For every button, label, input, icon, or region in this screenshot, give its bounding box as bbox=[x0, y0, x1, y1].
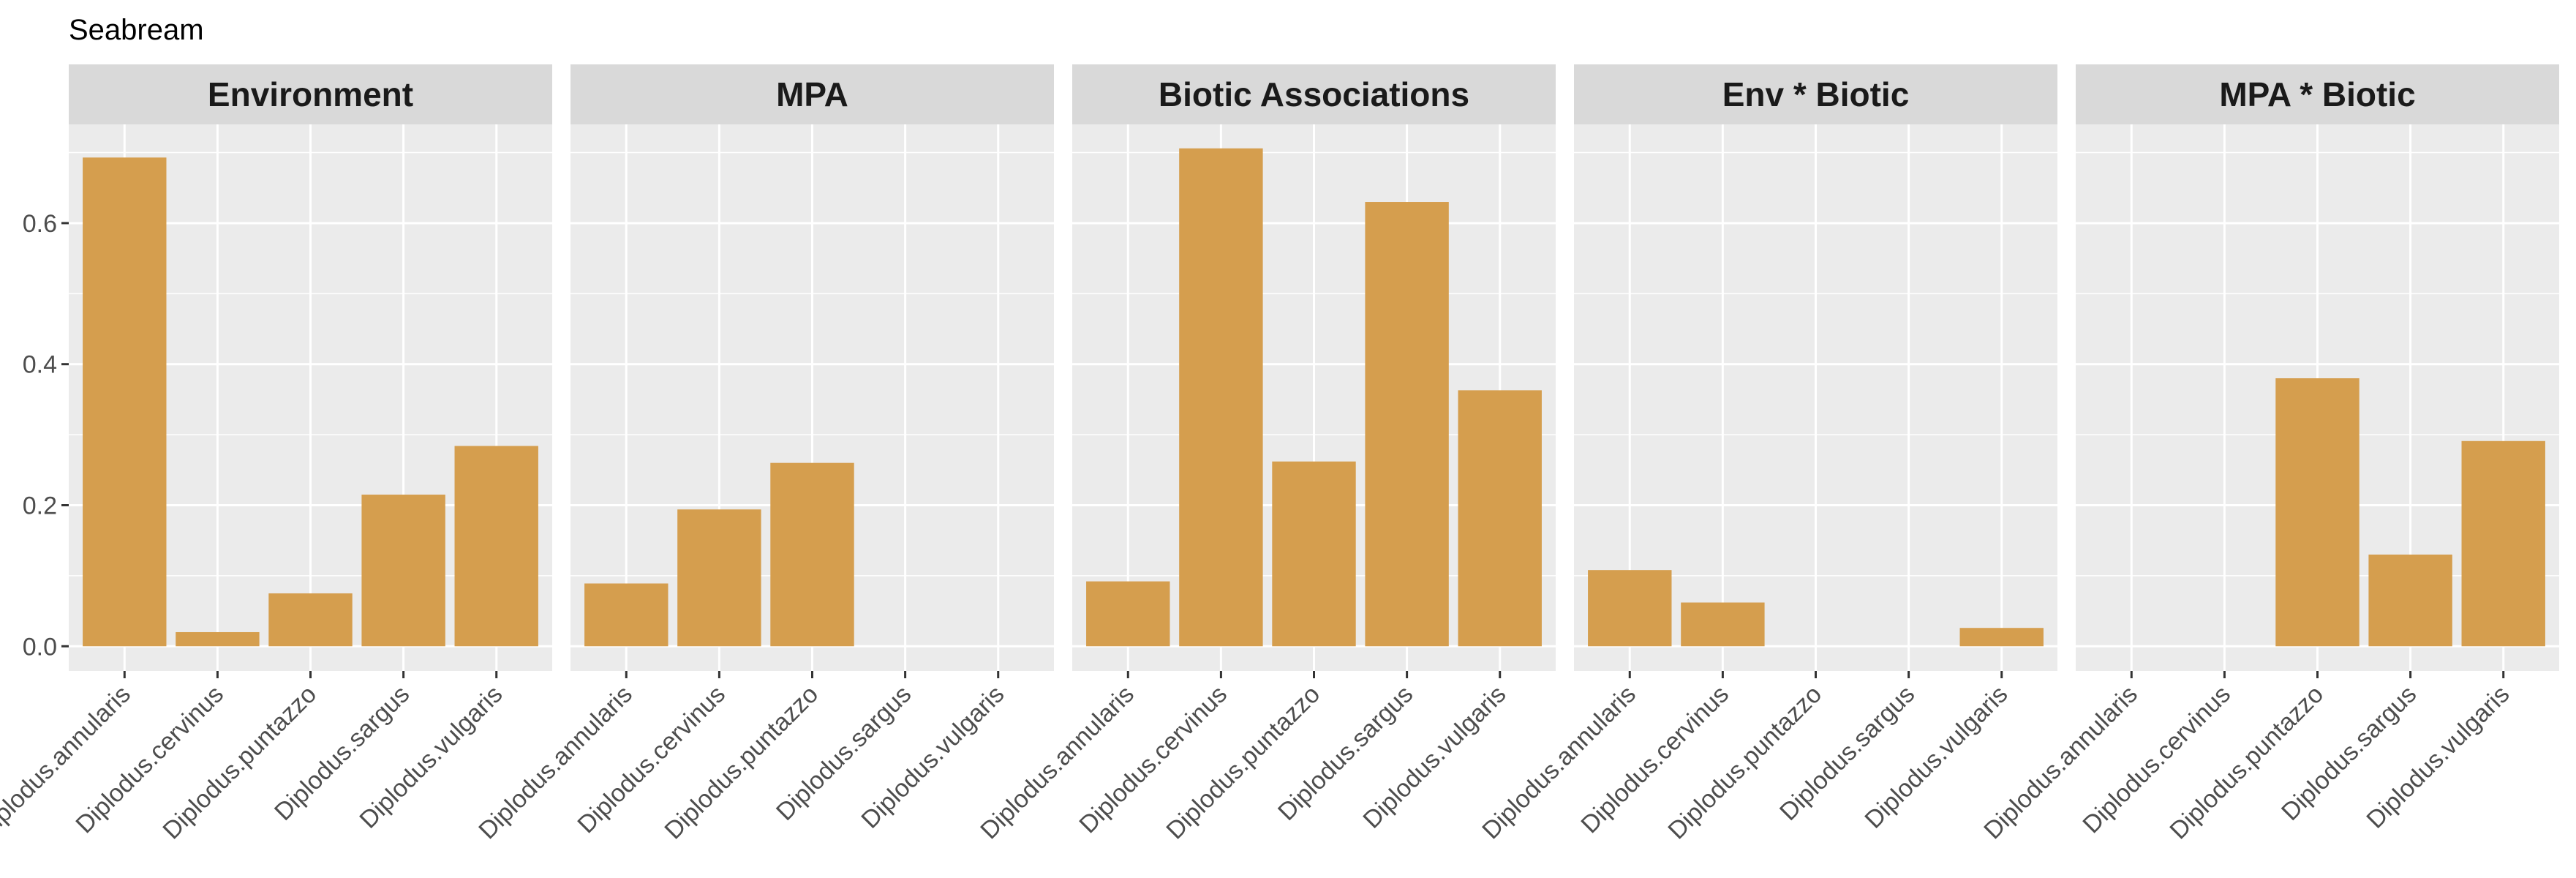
facets: EnvironmentDiplodus.annularisDiplodus.ce… bbox=[0, 64, 2559, 844]
facet-panel: MPA * BioticDiplodus.annularisDiplodus.c… bbox=[1978, 64, 2559, 844]
facet-strip bbox=[570, 64, 1054, 124]
bar bbox=[1272, 461, 1356, 647]
bar bbox=[1086, 581, 1170, 647]
bar bbox=[1681, 602, 1765, 647]
bar bbox=[268, 593, 353, 647]
bar bbox=[584, 583, 669, 647]
facet-strip bbox=[1072, 64, 1556, 124]
facet-label: Environment bbox=[208, 75, 413, 113]
facet-panel: Env * BioticDiplodus.annularisDiplodus.c… bbox=[1477, 64, 2057, 844]
bar bbox=[361, 495, 445, 647]
facet-panel: Biotic AssociationsDiplodus.annularisDip… bbox=[975, 64, 1556, 844]
facet-strip bbox=[2076, 64, 2559, 124]
facet-strip bbox=[1574, 64, 2057, 124]
y-tick-label: 0.4 bbox=[23, 351, 57, 379]
bar bbox=[1588, 570, 1672, 647]
bar bbox=[677, 509, 761, 647]
facet-label: Env * Biotic bbox=[1722, 75, 1910, 113]
bar bbox=[2275, 378, 2360, 647]
bar bbox=[2461, 440, 2545, 647]
bar bbox=[1458, 390, 1542, 647]
x-tick-label: Diplodus.puntazzo bbox=[1161, 680, 1325, 845]
facet-label: MPA * Biotic bbox=[2219, 75, 2415, 113]
y-axis: 0.0 0.2 0.4 0.6 bbox=[23, 210, 69, 661]
y-tick-label: 0.0 bbox=[23, 633, 57, 661]
bar bbox=[454, 446, 538, 647]
chart-title: Seabream bbox=[69, 14, 204, 46]
bar bbox=[176, 631, 260, 647]
x-tick-label: Diplodus.puntazzo bbox=[659, 680, 824, 845]
facet-panel: MPADiplodus.annularisDiplodus.cervinusDi… bbox=[473, 64, 1054, 844]
bar bbox=[770, 462, 854, 647]
x-tick-label: Diplodus.puntazzo bbox=[157, 680, 322, 845]
bar bbox=[1179, 148, 1263, 647]
facet-label: Biotic Associations bbox=[1159, 75, 1469, 113]
y-tick-label: 0.2 bbox=[23, 492, 57, 519]
x-tick-label: Diplodus.annularis bbox=[0, 680, 136, 845]
x-tick-label: Diplodus.puntazzo bbox=[1662, 680, 1827, 845]
x-tick-label: Diplodus.puntazzo bbox=[2164, 680, 2329, 845]
bar bbox=[1365, 202, 1449, 647]
facet-panel: EnvironmentDiplodus.annularisDiplodus.ce… bbox=[0, 64, 552, 844]
facet-strip bbox=[69, 64, 552, 124]
bar bbox=[2368, 554, 2452, 647]
bar bbox=[83, 157, 167, 647]
facet-label: MPA bbox=[776, 75, 848, 113]
bar bbox=[1959, 628, 2044, 647]
y-tick-label: 0.6 bbox=[23, 210, 57, 238]
